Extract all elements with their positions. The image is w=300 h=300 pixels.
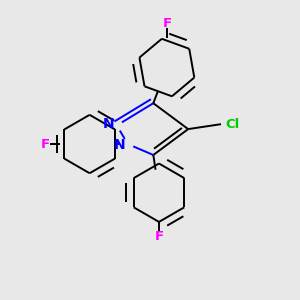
Text: F: F [41,137,50,151]
Text: N: N [114,138,125,152]
Text: F: F [162,17,171,30]
Text: Cl: Cl [225,118,239,131]
Text: F: F [154,230,164,243]
Text: N: N [103,117,114,131]
